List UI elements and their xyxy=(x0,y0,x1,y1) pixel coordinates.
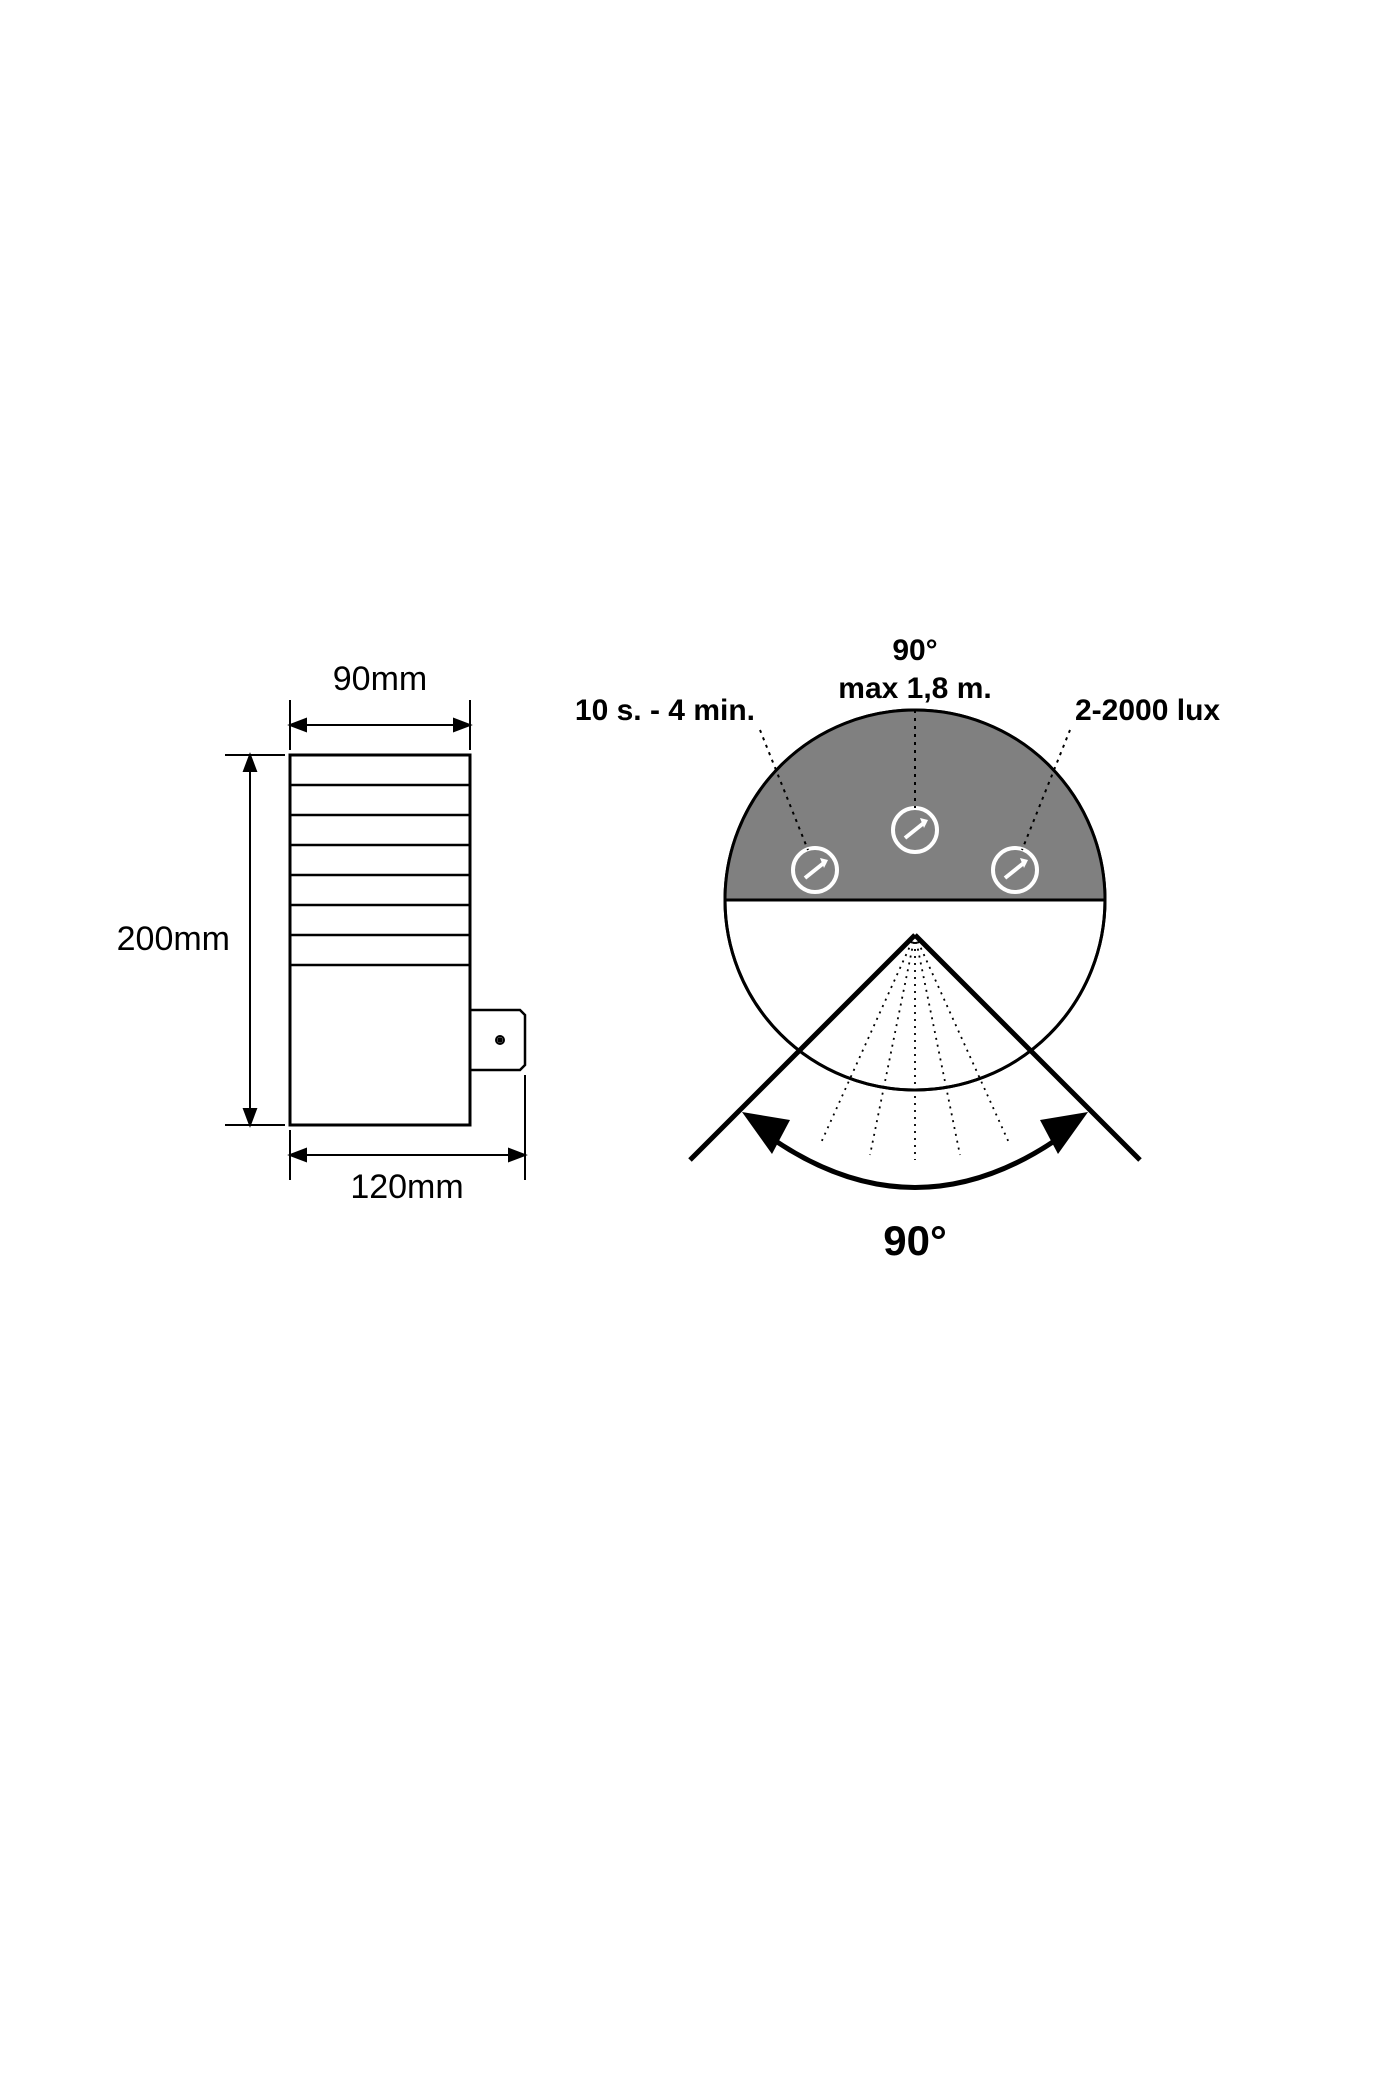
dim-width xyxy=(290,700,470,750)
label-lux: 2-2000 lux xyxy=(1075,694,1220,727)
label-range-line2: max 1,8 m. xyxy=(838,672,991,705)
dim-height-label: 200mm xyxy=(117,920,230,958)
wall-bracket xyxy=(470,1010,525,1070)
label-time: 10 s. - 4 min. xyxy=(575,694,755,727)
left-drawing: 90mm 200mm 120mm xyxy=(117,660,525,1206)
right-sensor-diagram: 90° max 1,8 m. 10 s. - 4 min. 2-2000 lux xyxy=(575,634,1220,1264)
lamp-slats xyxy=(290,785,470,965)
angle-label: 90° xyxy=(883,1217,947,1264)
lamp-body xyxy=(290,755,470,1125)
dim-depth-label: 120mm xyxy=(350,1168,463,1206)
diagram-canvas: 90mm 200mm 120mm xyxy=(0,0,1400,2100)
dim-width-label: 90mm xyxy=(333,660,427,698)
sensor-top-half xyxy=(725,710,1105,900)
angle-arc xyxy=(742,1112,1088,1188)
dim-height xyxy=(225,755,285,1125)
dim-depth xyxy=(290,1075,525,1180)
label-range-line1: 90° xyxy=(892,634,937,667)
